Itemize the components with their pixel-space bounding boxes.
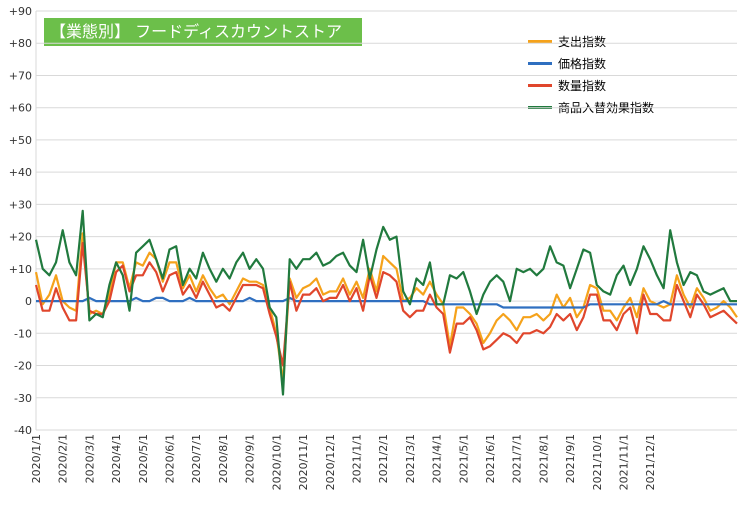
series-lines	[34, 209, 738, 396]
y-tick-label: -10	[14, 327, 32, 340]
y-tick-label: -30	[14, 392, 32, 405]
x-tick-label: 2020/7/1	[190, 434, 203, 483]
x-tick-label: 2021/6/1	[484, 434, 497, 483]
grid-lines	[35, 10, 737, 431]
x-tick-label: 2021/3/1	[404, 434, 417, 483]
y-tick-label: +50	[9, 134, 32, 147]
chart-title: 【業態別】 フードディスカウントストア	[44, 18, 362, 46]
x-tick-label: 2020/3/1	[83, 434, 96, 483]
y-tick-label: +90	[9, 5, 32, 18]
x-tick-label: 2020/5/1	[137, 434, 150, 483]
x-tick-label: 2021/7/1	[511, 434, 524, 483]
legend-item-price: 価格指数	[528, 52, 654, 74]
x-tick-label: 2021/10/1	[591, 434, 604, 490]
series-line-3	[34, 209, 737, 396]
y-tick-label: +10	[9, 263, 32, 276]
y-tick-label: +20	[9, 231, 32, 244]
legend-label-price: 価格指数	[558, 56, 607, 71]
x-tick-label: 2021/5/1	[457, 434, 470, 483]
x-tick-label: 2020/12/1	[324, 434, 337, 490]
x-axis-ticks: 2020/1/1 2020/2/1 2020/3/1 2020/4/1 2020/5/1…	[30, 434, 657, 490]
x-tick-label: 2020/9/1	[244, 434, 257, 483]
x-tick-label: 2021/1/1	[350, 434, 363, 483]
y-tick-label: -20	[14, 360, 32, 373]
y-tick-label: +80	[9, 37, 32, 50]
x-tick-label: 2020/11/1	[297, 434, 310, 490]
y-tick-label: +60	[9, 102, 32, 115]
x-tick-label: 2020/10/1	[270, 434, 283, 490]
legend-label-spending: 支出指数	[558, 34, 607, 49]
y-tick-label: +30	[9, 198, 32, 211]
y-tick-label: -40	[14, 424, 32, 437]
legend-item-quantity: 数量指数	[528, 74, 654, 96]
series-line-2	[34, 242, 738, 367]
x-tick-label: 2020/2/1	[57, 434, 70, 483]
x-tick-label: 2021/8/1	[537, 434, 550, 483]
x-tick-label: 2020/1/1	[30, 434, 43, 483]
y-axis-ticks: +90 +80 +70 +60 +50 +40 +30 +20 +10 0 -10 -20 -30 -40	[9, 5, 32, 437]
x-tick-label: 2021/9/1	[564, 434, 577, 483]
series-line-0	[34, 232, 738, 383]
legend-swatch-quantity	[528, 83, 552, 87]
legend-swatch-price	[528, 61, 552, 65]
x-tick-label: 2021/4/1	[431, 434, 444, 483]
y-tick-label: 0	[25, 295, 32, 308]
x-tick-label: 2021/11/1	[618, 434, 631, 490]
x-tick-label: 2020/8/1	[217, 434, 230, 483]
x-tick-label: 2021/2/1	[377, 434, 390, 483]
series-line-1	[36, 296, 737, 309]
y-tick-label: +40	[9, 166, 32, 179]
x-tick-label: 2020/6/1	[164, 434, 177, 483]
y-tick-label: +70	[9, 69, 32, 82]
legend-item-spending: 支出指数	[528, 30, 654, 52]
x-tick-label: 2020/4/1	[110, 434, 123, 483]
x-tick-label: 2021/12/1	[644, 434, 657, 490]
legend-label-quantity: 数量指数	[558, 78, 607, 93]
legend-swatch-spending	[528, 39, 552, 43]
legend-swatch-replacement	[528, 105, 552, 109]
